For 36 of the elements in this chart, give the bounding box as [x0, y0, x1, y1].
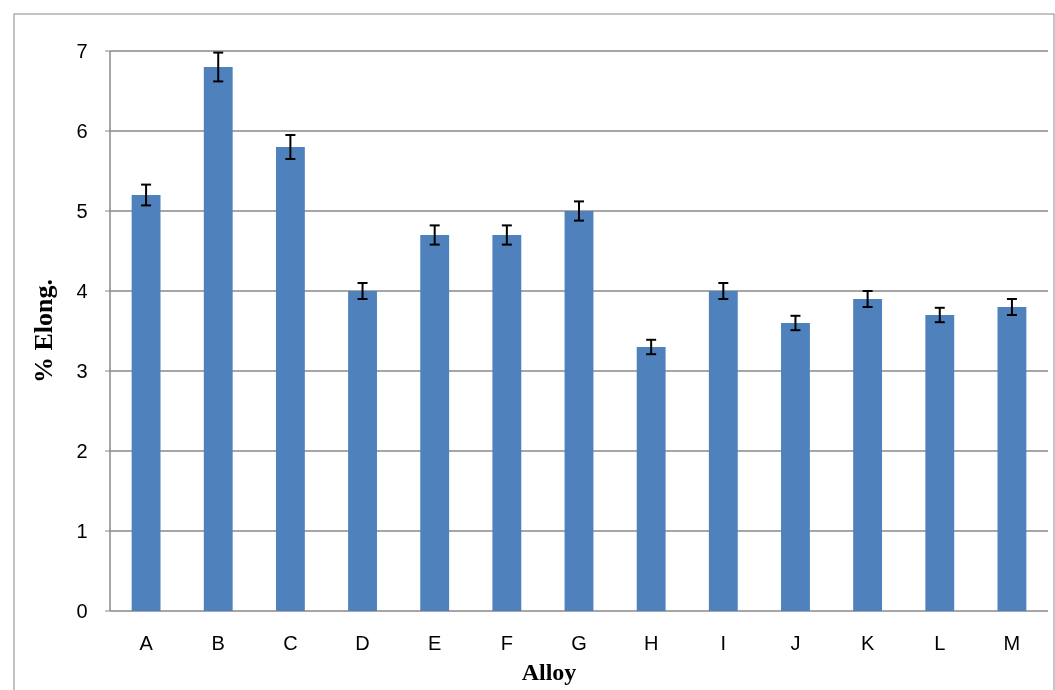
bar — [853, 299, 883, 611]
x-tick-label: M — [1003, 632, 1021, 654]
y-tick-label: 3 — [76, 360, 88, 382]
x-tick-label: K — [860, 632, 875, 654]
x-tick-label: B — [211, 632, 225, 654]
y-tick-label: 6 — [76, 120, 88, 142]
x-tick-label: E — [428, 632, 442, 654]
x-tick-label: H — [643, 632, 659, 654]
y-tick-label: 0 — [76, 600, 88, 622]
x-tick-label: G — [571, 632, 587, 654]
bar — [564, 211, 594, 611]
bar — [708, 291, 738, 611]
x-tick-label: L — [934, 632, 946, 654]
y-tick-label: 4 — [76, 280, 88, 302]
x-tick-label: F — [500, 632, 513, 654]
bar — [348, 291, 377, 611]
y-tick-label: 2 — [76, 440, 88, 462]
y-tick-label: 5 — [76, 200, 88, 222]
bar — [636, 347, 666, 611]
bar — [925, 315, 955, 611]
x-tick-label: J — [790, 632, 801, 654]
x-tick-label: D — [355, 632, 370, 654]
y-axis-title: % Elong. — [29, 278, 58, 384]
bar — [781, 323, 810, 611]
y-tick-label: 1 — [76, 520, 88, 542]
bar — [997, 307, 1027, 611]
bar — [492, 235, 522, 611]
x-tick-label: C — [283, 632, 298, 654]
bar — [275, 147, 305, 611]
x-tick-label: A — [139, 632, 154, 654]
bar — [131, 195, 161, 611]
y-tick-label: 7 — [76, 40, 88, 62]
bar — [420, 235, 450, 611]
bar — [203, 67, 233, 611]
x-axis-title: Alloy — [521, 659, 577, 685]
x-tick-label: I — [720, 632, 727, 654]
